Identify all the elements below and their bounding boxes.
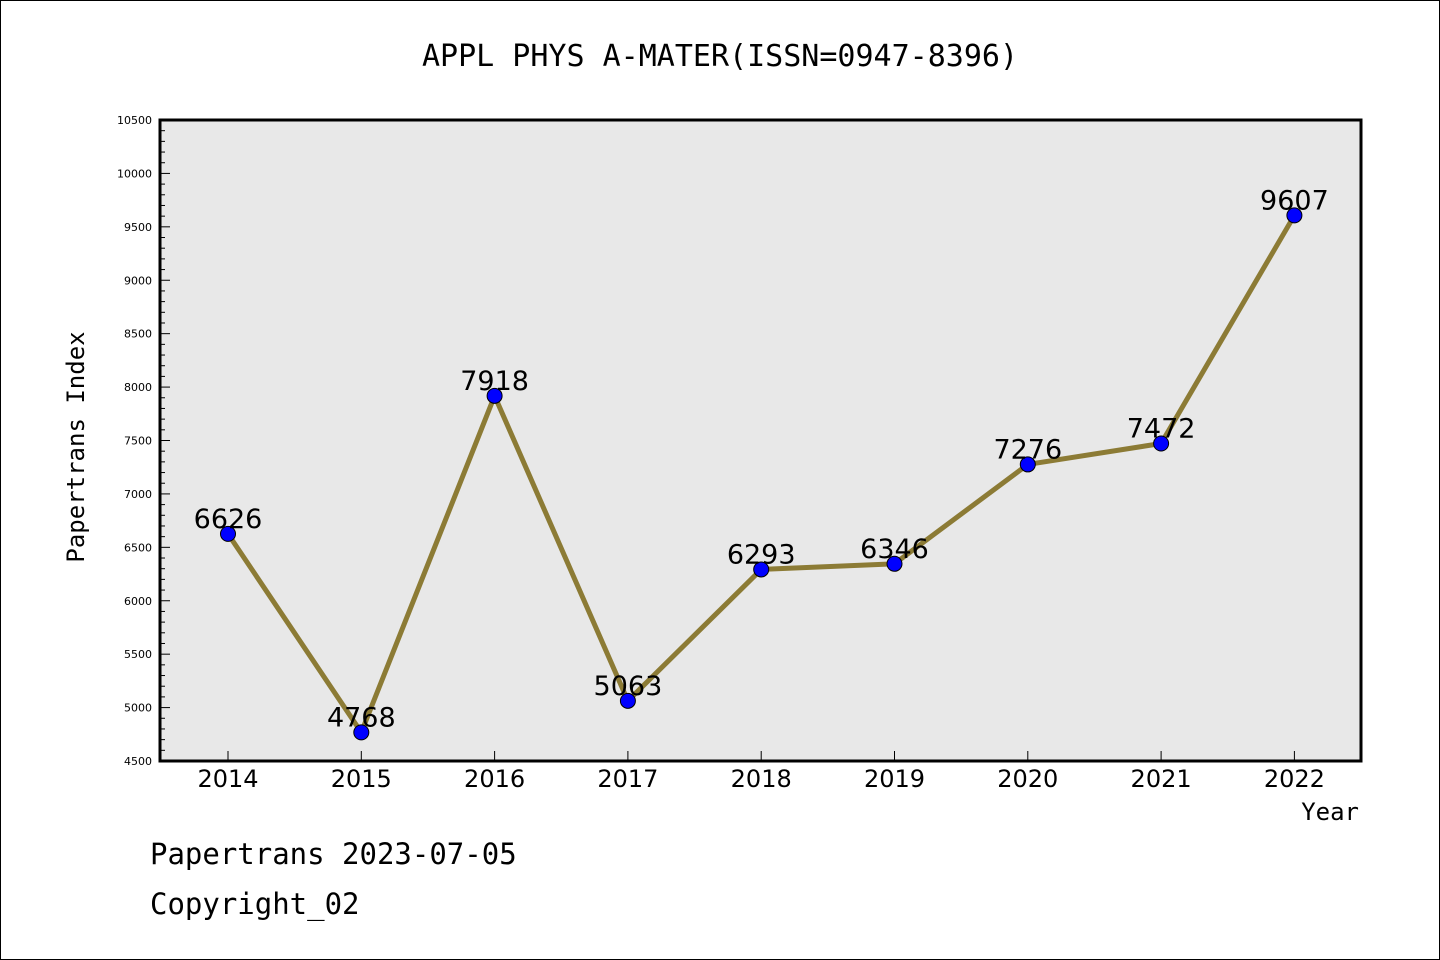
x-tick-label: 2014 [197,765,258,793]
data-label-2021: 7472 [1127,413,1196,444]
data-point-2014 [220,525,236,542]
data-point-2017 [619,692,636,709]
y-tick-label: 5500 [124,648,152,661]
x-tick-label: 2015 [331,765,392,793]
y-axis: 4500 5000 5500 6000 6500 7000 7500 8000 8500 9000… [117,114,170,768]
footer-source: Papertrans 2023-07-05 [150,837,517,871]
x-tick-label: 2019 [864,765,925,793]
y-tick-label: 6000 [124,595,152,608]
data-label-2019: 6346 [860,534,929,565]
chart-title: APPL PHYS A-MATER(ISSN=0947-8396) [422,39,1018,74]
data-point-2021 [1153,435,1170,452]
data-label-2022: 9607 [1260,185,1329,216]
footer-copyright: Copyright_02 [150,887,360,922]
y-tick-label: 4500 [124,755,152,768]
data-point-2015 [353,724,370,741]
data-label-2017: 5063 [594,671,663,702]
data-label-group: 6626 4768 7918 5063 6293 6346 7276 7472 9607 [194,185,1329,733]
data-point-2018 [753,561,770,578]
y-tick-label: 10000 [117,167,152,180]
data-point-2016 [486,387,503,404]
y-tick-label: 6500 [124,541,152,554]
y-axis-label: Papertrans Index [62,331,90,562]
data-label-2015: 4768 [327,702,396,733]
x-tick-label: 2016 [464,765,525,793]
y-tick-label: 7000 [124,488,152,501]
y-tick-label: 10500 [117,114,152,127]
y-tick-label: 9000 [124,274,152,287]
x-tick-label: 2017 [597,765,658,793]
data-label-2014: 6626 [194,504,263,535]
y-tick-label: 8000 [124,381,152,394]
data-point-2020 [1019,456,1036,473]
data-label-2020: 7276 [993,434,1062,465]
x-axis: 2014 2015 2016 2017 2018 2019 2020 2021 2022 [197,751,1325,793]
y-tick-label: 8500 [124,328,152,341]
x-tick-label: 2018 [731,765,792,793]
y-tick-label: 9500 [124,221,152,234]
data-label-2018: 6293 [727,539,796,570]
data-label-2016: 7918 [460,366,529,397]
series-line-group [220,207,1303,741]
data-point-2022 [1286,207,1303,224]
x-tick-label: 2020 [997,765,1058,793]
y-tick-label: 5000 [124,702,152,715]
y-tick-label: 7500 [124,435,152,448]
x-tick-label: 2021 [1131,765,1192,793]
x-axis-label: Year [1301,798,1359,826]
x-tick-label: 2022 [1264,765,1325,793]
data-point-2019 [886,555,903,572]
